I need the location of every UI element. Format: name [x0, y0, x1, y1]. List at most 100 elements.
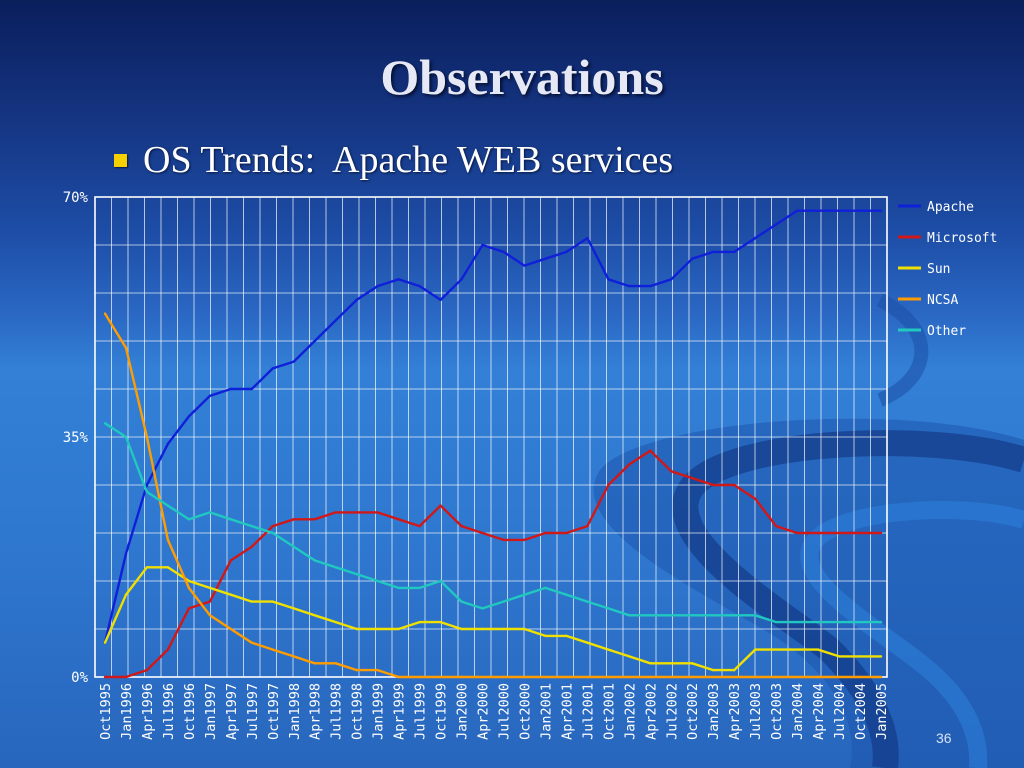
data-point-other [586, 600, 589, 603]
x-tick-label: Oct1999 [434, 683, 450, 740]
x-tick-label: Jul2003 [748, 683, 764, 740]
data-point-microsoft [565, 531, 568, 535]
data-point-sun [544, 634, 547, 638]
y-tick-label: 0% [71, 670, 88, 686]
data-point-apache [586, 236, 589, 240]
data-point-sun [628, 655, 631, 658]
data-point-ncsa [565, 675, 568, 679]
data-point-apache [691, 257, 694, 260]
data-point-sun [732, 668, 736, 672]
series-line-microsoft [105, 449, 881, 679]
data-point-microsoft [355, 511, 358, 514]
legend-label-ncsa: NCSA [927, 293, 958, 308]
data-point-other [481, 607, 484, 610]
data-point-apache [229, 387, 233, 391]
slide-number: 36 [936, 730, 952, 746]
data-point-other [544, 586, 547, 590]
data-point-ncsa [586, 675, 589, 679]
data-point-microsoft [229, 559, 233, 562]
bullet-text: OS Trends: Apache WEB services [143, 139, 674, 181]
x-tick-label: Apr1998 [308, 683, 324, 740]
data-point-sun [145, 566, 149, 569]
data-point-sun [166, 566, 170, 569]
data-point-sun [229, 593, 233, 596]
legend-label-sun: Sun [927, 262, 950, 277]
data-point-other [712, 614, 715, 617]
data-point-microsoft [502, 538, 505, 542]
chart-grid [94, 196, 888, 678]
data-point-sun [460, 627, 463, 631]
data-point-microsoft [586, 524, 589, 528]
data-point-microsoft [418, 524, 421, 528]
data-point-apache [670, 278, 673, 281]
data-point-ncsa [858, 675, 862, 679]
data-point-other [145, 490, 149, 494]
data-point-ncsa [124, 346, 128, 350]
x-tick-label: Jan2004 [790, 683, 806, 740]
data-point-ncsa [607, 675, 610, 679]
data-point-sun [418, 620, 421, 624]
data-point-ncsa [732, 675, 736, 679]
data-point-sun [837, 655, 841, 658]
data-point-ncsa [292, 655, 295, 658]
data-point-other [124, 435, 128, 439]
data-point-other [313, 559, 316, 562]
data-point-ncsa [544, 675, 547, 679]
x-axis-ticks: Oct1995 Jan1996 Apr1996 Jul1996 Oct1996 Jan19… [98, 683, 890, 740]
data-point-other [795, 620, 799, 624]
data-point-microsoft [816, 531, 820, 535]
data-point-microsoft [879, 531, 883, 535]
data-point-apache [628, 284, 631, 288]
bullet-square-icon [114, 153, 127, 167]
data-point-ncsa [837, 675, 841, 679]
data-point-sun [481, 627, 484, 631]
data-point-sun [271, 600, 274, 603]
x-tick-label: Oct2004 [853, 683, 869, 740]
x-tick-label: Jan1997 [203, 683, 219, 740]
data-point-microsoft [397, 518, 400, 521]
data-point-other [439, 579, 442, 583]
data-point-microsoft [208, 600, 212, 603]
x-tick-label: Jul1997 [245, 683, 261, 740]
data-point-other [628, 614, 631, 617]
data-point-other [187, 518, 191, 521]
x-tick-label: Jan2003 [706, 683, 722, 740]
data-point-sun [502, 627, 505, 631]
data-point-ncsa [649, 675, 652, 679]
x-tick-label: Jan1996 [119, 683, 135, 740]
x-tick-label: Jul1996 [161, 683, 177, 740]
data-point-ncsa [418, 675, 421, 679]
data-point-sun [879, 655, 883, 658]
data-point-ncsa [208, 614, 212, 617]
x-tick-label: Oct2000 [517, 683, 533, 740]
data-point-microsoft [481, 531, 484, 535]
data-point-sun [565, 634, 568, 638]
data-point-other [292, 545, 295, 548]
data-point-other [607, 607, 610, 610]
y-axis-ticks: 0% 35% 70% [63, 190, 89, 686]
data-point-sun [607, 648, 610, 651]
x-tick-label: Oct1997 [266, 683, 282, 740]
data-point-other [670, 614, 673, 617]
data-point-microsoft [124, 675, 128, 679]
data-point-microsoft [795, 531, 799, 535]
x-tick-label: Oct1995 [98, 683, 114, 740]
series-line-ncsa [103, 312, 881, 679]
data-point-ncsa [166, 538, 170, 542]
data-point-other [691, 614, 694, 617]
data-point-sun [816, 648, 820, 651]
data-point-apache [376, 284, 379, 288]
data-point-ncsa [250, 641, 254, 644]
data-point-sun [250, 600, 254, 603]
data-point-ncsa [460, 675, 463, 679]
data-point-apache [649, 284, 652, 288]
data-point-apache [250, 387, 254, 391]
data-point-sun [586, 641, 589, 644]
data-point-sun [355, 627, 358, 631]
data-point-ncsa [712, 675, 715, 679]
data-point-microsoft [145, 668, 149, 672]
data-point-microsoft [166, 648, 170, 651]
data-point-ncsa [397, 675, 400, 679]
data-point-apache [544, 257, 547, 260]
x-tick-label: Apr2002 [643, 683, 659, 740]
